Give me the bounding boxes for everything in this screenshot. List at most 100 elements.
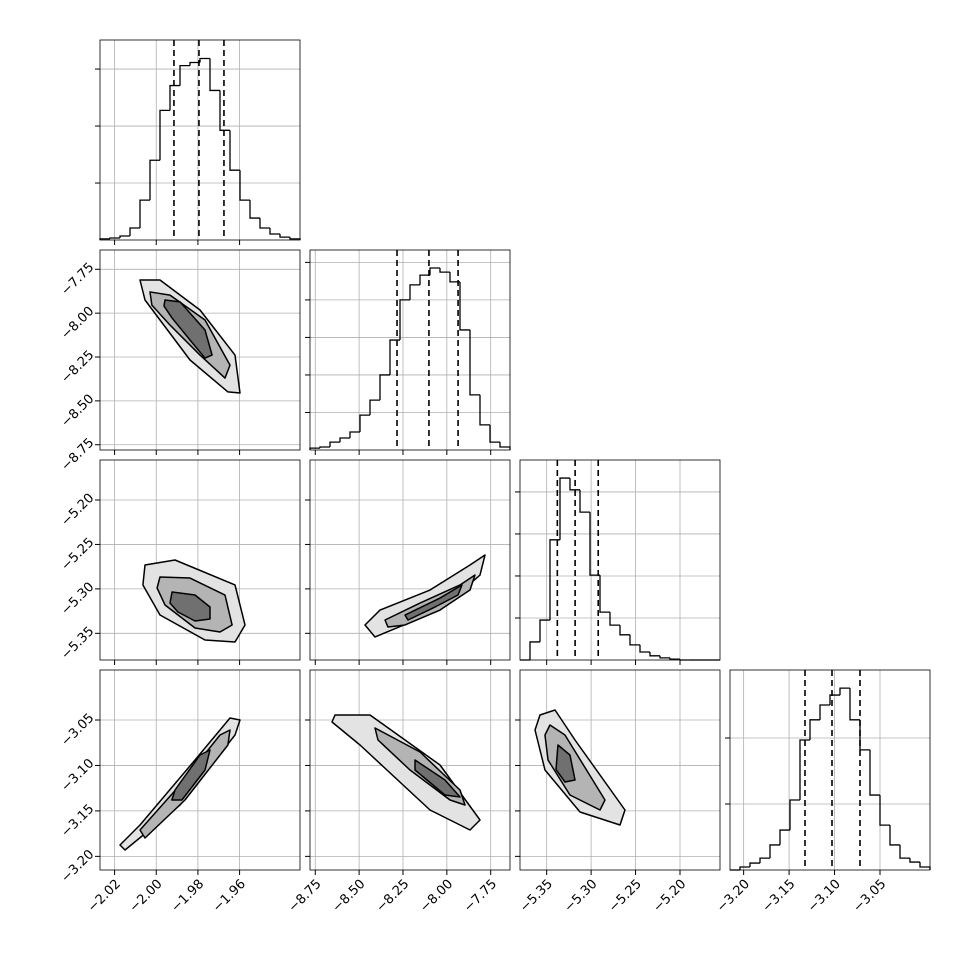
panel-frame xyxy=(99,39,301,241)
x-tick-label: −8.25 xyxy=(374,877,413,916)
panel: −8.75−8.50−8.25−8.00−7.75 xyxy=(286,669,511,916)
y-tick-label: −7.75 xyxy=(59,260,98,299)
histogram-step xyxy=(279,234,290,238)
x-tick-label: −5.35 xyxy=(517,877,556,916)
histogram-step xyxy=(149,159,160,201)
histogram-step xyxy=(369,399,380,416)
histogram-step xyxy=(569,478,580,491)
y-tick-label: −8.00 xyxy=(59,304,98,343)
contour xyxy=(544,724,606,811)
x-tick-label: −2.00 xyxy=(127,877,166,916)
histogram-step xyxy=(659,655,670,659)
contour xyxy=(404,584,463,621)
histogram-step xyxy=(649,652,660,657)
panel xyxy=(515,459,721,665)
histogram-step xyxy=(389,339,400,375)
histogram-step xyxy=(359,414,370,432)
y-tick-label: −3.10 xyxy=(59,756,98,795)
panel-frame xyxy=(99,459,301,661)
x-tick-label: −3.20 xyxy=(714,877,753,916)
histogram-step xyxy=(879,795,890,826)
panel: −3.20 −3.15 −3.10 −3.05 xyxy=(714,669,931,916)
histogram-step xyxy=(419,274,430,285)
histogram-step xyxy=(469,329,480,396)
histogram-step xyxy=(349,431,360,438)
histogram-step xyxy=(449,272,460,283)
x-tick-label: −7.75 xyxy=(461,877,500,916)
histogram-step xyxy=(779,829,790,845)
histogram-step xyxy=(219,90,230,131)
histogram-step xyxy=(579,489,590,513)
panel-frame xyxy=(519,459,721,661)
histogram-step xyxy=(919,862,931,870)
histogram-step xyxy=(739,866,750,870)
histogram-step xyxy=(849,688,860,721)
histogram-step xyxy=(409,284,420,300)
y-tick-label: −3.05 xyxy=(59,711,98,750)
histogram-step xyxy=(759,857,770,864)
x-tick-label: −8.75 xyxy=(286,877,325,916)
histogram-step xyxy=(479,394,490,426)
histogram-step xyxy=(629,634,640,646)
x-tick-label: −3.05 xyxy=(851,877,890,916)
histogram-step xyxy=(769,844,780,859)
y-tick-label: −5.25 xyxy=(59,535,98,574)
histogram-step xyxy=(289,237,301,240)
histogram-step xyxy=(619,625,630,636)
panel xyxy=(95,39,301,245)
histogram-step xyxy=(459,281,470,331)
histogram-step xyxy=(529,641,540,660)
contour xyxy=(169,591,211,622)
histogram-step xyxy=(599,575,610,613)
histogram-step xyxy=(799,739,810,801)
histogram-step xyxy=(209,58,220,92)
panel xyxy=(305,459,511,665)
x-tick-label: −5.25 xyxy=(606,877,645,916)
histogram-step xyxy=(499,442,511,450)
histogram-step xyxy=(129,227,140,237)
histogram-step xyxy=(539,619,550,642)
panel-frame xyxy=(309,669,511,871)
histogram-step xyxy=(789,799,800,831)
histogram-step xyxy=(669,657,680,660)
y-tick-label: −5.30 xyxy=(59,580,98,619)
y-tick-label: −8.25 xyxy=(59,348,98,387)
histogram-step xyxy=(819,704,830,720)
panel xyxy=(305,249,511,455)
histogram-step xyxy=(559,477,570,540)
histogram-step xyxy=(109,237,120,239)
histogram-step xyxy=(889,825,900,846)
histogram-step xyxy=(249,200,260,219)
histogram-step xyxy=(809,719,820,740)
histogram-step xyxy=(909,858,920,863)
histogram-step xyxy=(869,749,880,796)
histogram-step xyxy=(429,267,440,276)
histogram-step xyxy=(549,539,560,621)
histogram-step xyxy=(139,199,150,229)
x-tick-label: −5.20 xyxy=(651,877,690,916)
histogram-step xyxy=(199,57,210,63)
panel-frame xyxy=(309,249,511,451)
histogram-step xyxy=(859,719,870,751)
histogram-step xyxy=(229,130,240,171)
histogram-step xyxy=(329,441,340,447)
histogram-step xyxy=(319,446,330,449)
contour xyxy=(414,759,461,798)
histogram-step xyxy=(179,64,190,86)
y-tick-label: −8.75 xyxy=(59,435,98,474)
histogram-step xyxy=(339,437,350,443)
histogram-step xyxy=(399,299,410,341)
histogram-step xyxy=(839,687,850,696)
contour xyxy=(364,554,486,638)
histogram-step xyxy=(119,235,130,239)
x-tick-label: −1.96 xyxy=(210,877,249,916)
x-tick-label: −1.98 xyxy=(168,877,207,916)
histogram-step xyxy=(159,109,170,161)
histogram-step xyxy=(829,694,840,705)
histogram-step xyxy=(169,84,180,111)
panel: −8.75−8.50−8.25−8.00−7.75 xyxy=(59,249,301,474)
histogram-step xyxy=(749,862,760,868)
histogram-step xyxy=(589,512,600,576)
